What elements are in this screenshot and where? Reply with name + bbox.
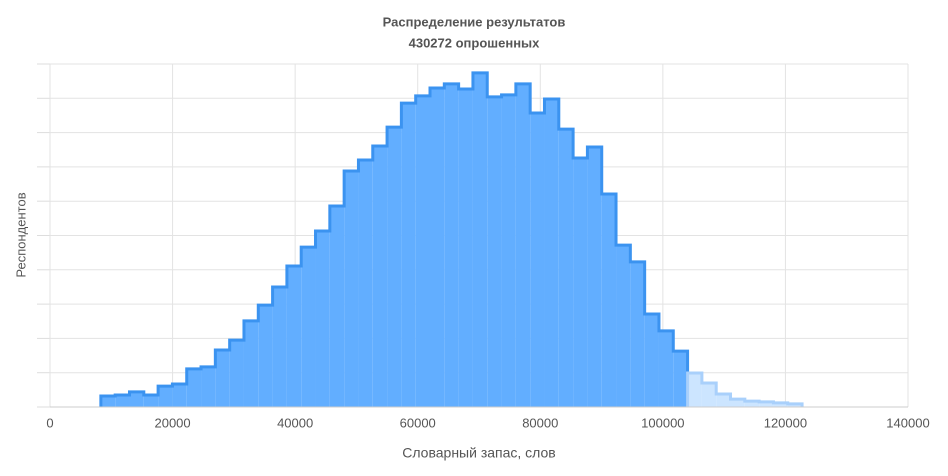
bar	[215, 350, 230, 407]
y-axis-label: Респондентов	[13, 192, 28, 277]
bar	[544, 98, 559, 408]
bar	[258, 305, 273, 407]
bar	[787, 403, 803, 407]
bar	[358, 160, 373, 407]
bar	[329, 206, 345, 407]
bar	[744, 401, 760, 407]
bar	[229, 340, 244, 407]
bar	[143, 394, 159, 407]
x-tick-label: 140000	[886, 415, 929, 430]
bar	[158, 386, 173, 407]
bar	[773, 402, 788, 407]
bar	[487, 96, 502, 407]
bar	[315, 231, 330, 407]
bar	[444, 83, 459, 408]
bar	[587, 147, 602, 408]
bar	[730, 399, 745, 407]
x-tick-label: 60000	[400, 415, 436, 430]
chart-title: Распределение результатов	[383, 14, 566, 29]
bar	[401, 103, 416, 408]
bar	[458, 89, 473, 407]
bar	[430, 88, 445, 407]
bar	[415, 95, 431, 408]
bar	[701, 382, 717, 407]
bar	[687, 373, 702, 407]
bar	[515, 83, 531, 408]
bar	[186, 368, 202, 407]
bar	[201, 366, 216, 407]
bar	[472, 72, 488, 407]
outline	[686, 371, 804, 407]
bar	[630, 261, 645, 407]
bar	[501, 94, 516, 408]
bar	[558, 129, 574, 408]
x-tick-label: 20000	[154, 415, 190, 430]
bar	[344, 171, 359, 407]
x-axis-label: Словарный запас, слов	[402, 445, 555, 461]
outline	[99, 71, 690, 407]
bar	[129, 391, 144, 407]
bar	[658, 330, 674, 407]
bar	[372, 145, 388, 408]
bar	[530, 113, 545, 407]
bar	[601, 193, 617, 407]
bar	[716, 393, 731, 407]
bar	[673, 351, 688, 407]
bar	[272, 286, 287, 407]
bar	[243, 320, 259, 407]
bar	[100, 396, 116, 407]
bar	[387, 127, 402, 407]
bar	[115, 394, 130, 407]
bar	[573, 157, 588, 407]
bar	[301, 247, 316, 407]
bar	[172, 384, 187, 407]
x-tick-label: 80000	[522, 415, 558, 430]
bar	[759, 401, 774, 407]
x-tick-label: 120000	[764, 415, 807, 430]
chart-subtitle: 430272 опрошенных	[409, 35, 541, 50]
bar	[644, 314, 659, 407]
x-tick-label: 40000	[277, 415, 313, 430]
bar	[616, 245, 631, 407]
bar	[286, 266, 302, 407]
x-tick-label: 0	[46, 415, 53, 430]
x-tick-label: 100000	[641, 415, 684, 430]
